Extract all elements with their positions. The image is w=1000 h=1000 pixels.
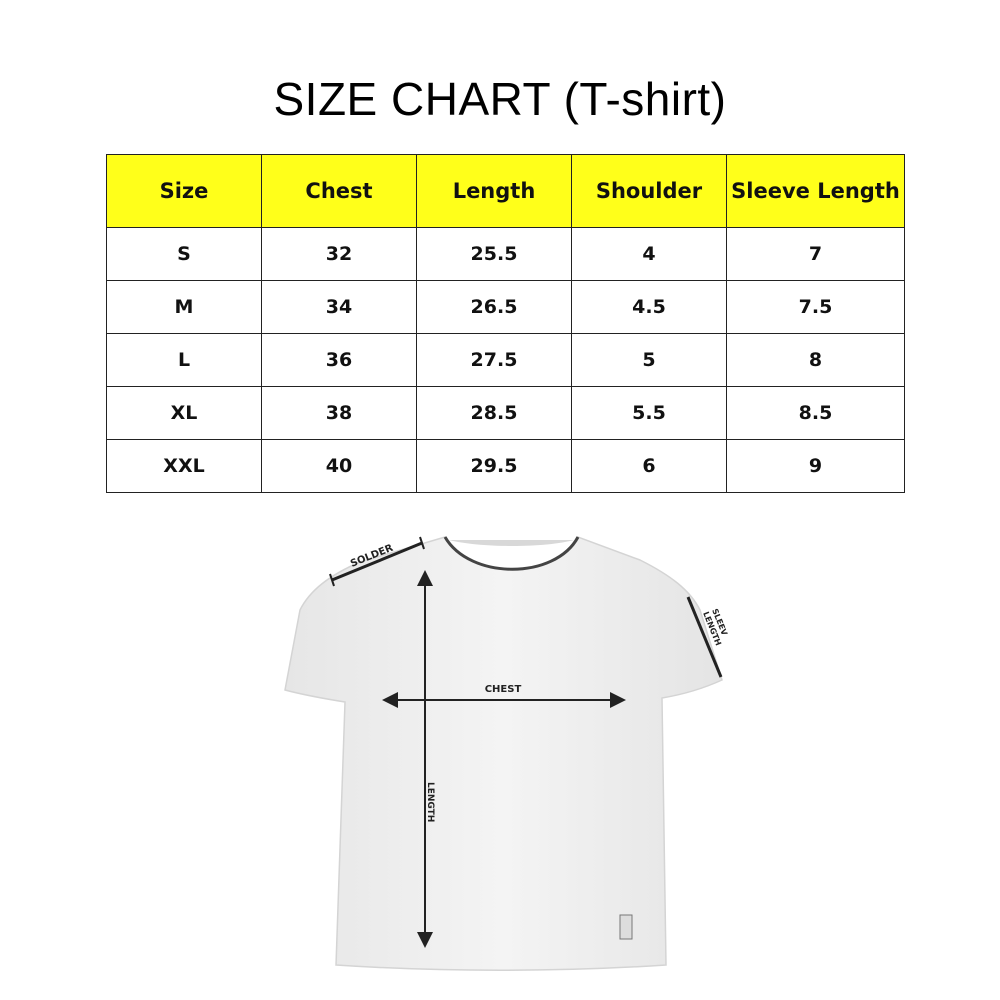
table-cell-sleeve-length: 8.5 bbox=[726, 386, 905, 440]
table-row: L 36 27.5 5 8 bbox=[106, 333, 905, 387]
chest-label: CHEST bbox=[485, 684, 522, 695]
table-row: S 32 25.5 4 7 bbox=[106, 227, 905, 281]
table-cell-length: 27.5 bbox=[416, 333, 572, 387]
header-length: Length bbox=[416, 154, 572, 228]
table-cell-size: XL bbox=[106, 386, 262, 440]
table-cell-sleeve-length: 8 bbox=[726, 333, 905, 387]
table-cell-length: 25.5 bbox=[416, 227, 572, 281]
header-chest: Chest bbox=[261, 154, 417, 228]
table-cell-shoulder: 5 bbox=[571, 333, 727, 387]
sleeve-measure-line bbox=[686, 596, 723, 678]
table-row: XXL 40 29.5 6 9 bbox=[106, 439, 905, 493]
tshirt-tag bbox=[619, 914, 633, 940]
page-title: SIZE CHART (T-shirt) bbox=[273, 73, 727, 125]
table-cell-size: M bbox=[106, 280, 262, 334]
length-label: LENGTH bbox=[425, 782, 435, 822]
tshirt-image bbox=[284, 536, 723, 971]
table-cell-chest: 40 bbox=[261, 439, 417, 493]
table-cell-chest: 36 bbox=[261, 333, 417, 387]
table-cell-size: S bbox=[106, 227, 262, 281]
table-cell-size: XXL bbox=[106, 439, 262, 493]
table-cell-length: 28.5 bbox=[416, 386, 572, 440]
tshirt-neckline bbox=[443, 536, 580, 571]
table-row: XL 38 28.5 5.5 8.5 bbox=[106, 386, 905, 440]
table-cell-chest: 34 bbox=[261, 280, 417, 334]
table-cell-size: L bbox=[106, 333, 262, 387]
table-cell-shoulder: 4 bbox=[571, 227, 727, 281]
table-row: M 34 26.5 4.5 7.5 bbox=[106, 280, 905, 334]
table-header-row: Size Chest Length Shoulder Sleeve Length bbox=[106, 154, 905, 228]
table-cell-length: 29.5 bbox=[416, 439, 572, 493]
header-size: Size bbox=[106, 154, 262, 228]
table-cell-shoulder: 6 bbox=[571, 439, 727, 493]
size-table: Size Chest Length Shoulder Sleeve Length… bbox=[106, 154, 905, 493]
shoulder-measure-line bbox=[331, 541, 423, 582]
header-sleeve-length: Sleeve Length bbox=[726, 154, 905, 228]
table-cell-sleeve-length: 7 bbox=[726, 227, 905, 281]
table-cell-sleeve-length: 9 bbox=[726, 439, 905, 493]
